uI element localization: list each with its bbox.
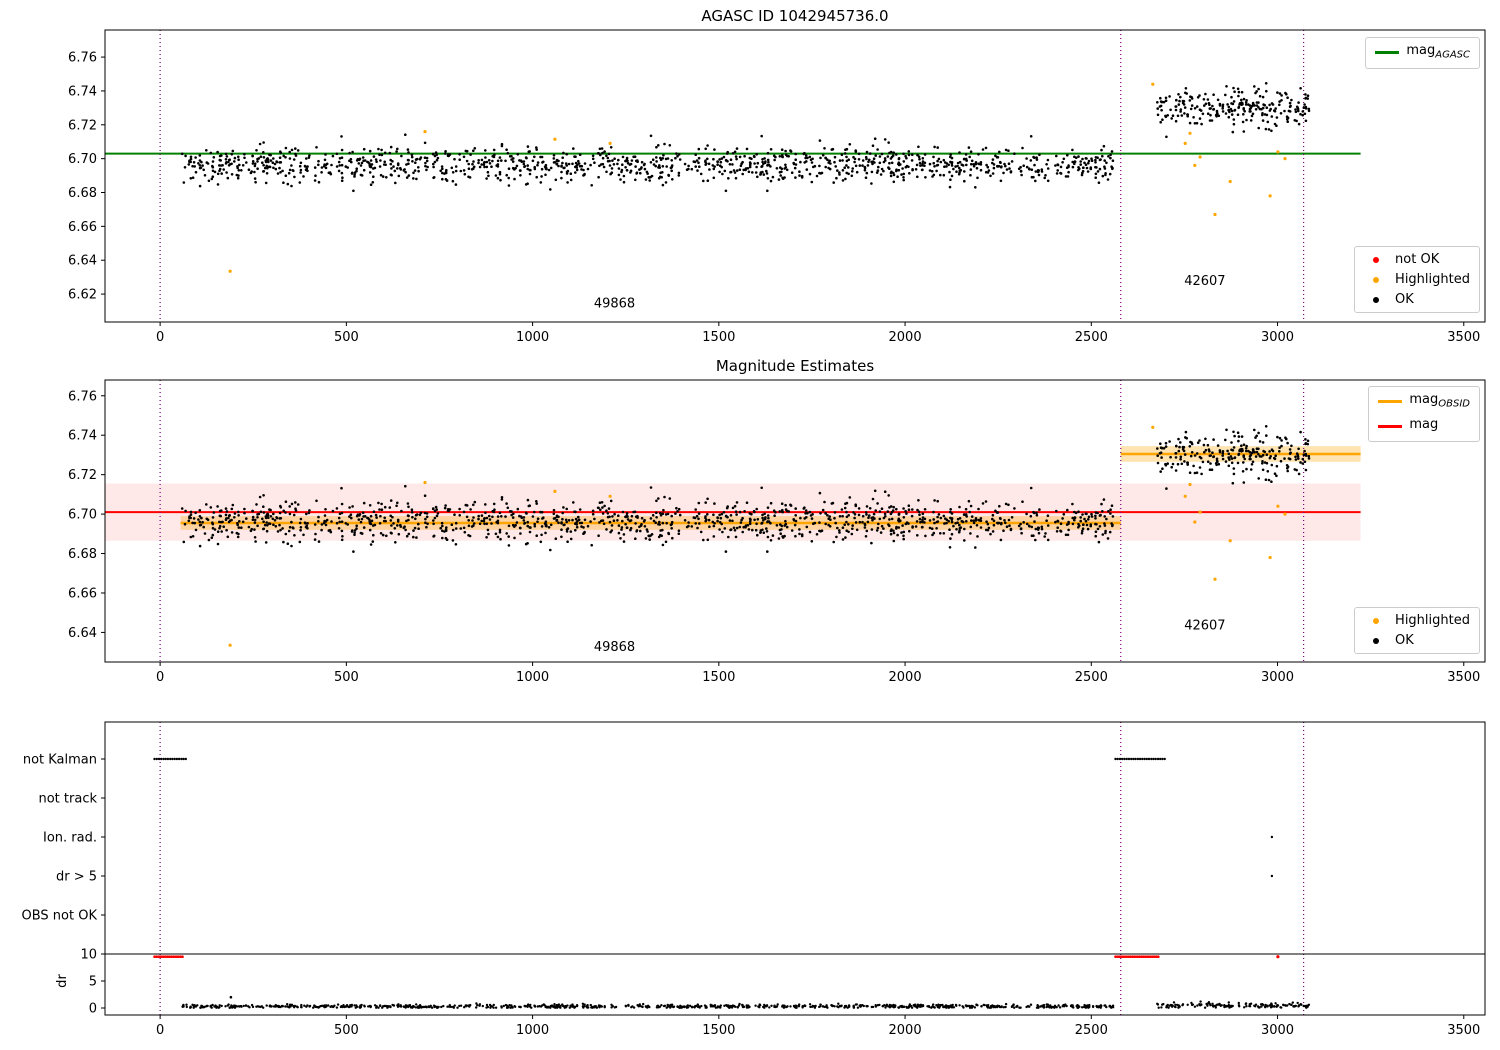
legend-entry-highlighted: Highlighted: [1364, 272, 1470, 287]
plot2-title: Magnitude Estimates: [715, 357, 875, 375]
legend-label-ok: OK: [1395, 292, 1414, 307]
svg-text:3000: 3000: [1261, 1023, 1294, 1038]
svg-text:6.68: 6.68: [68, 547, 97, 562]
svg-text:6.64: 6.64: [68, 254, 97, 269]
svg-text:3500: 3500: [1447, 1023, 1480, 1038]
mag-obsid-line-icon: [1378, 400, 1403, 404]
legend-entry-mag-agasc: magAGASC: [1375, 43, 1470, 63]
svg-text:6.70: 6.70: [68, 152, 97, 167]
ok-dot-icon: [1364, 637, 1388, 644]
svg-text:6.72: 6.72: [68, 468, 97, 483]
plot2-marker-legend: Highlighted OK: [1354, 607, 1480, 654]
svg-text:42607: 42607: [1184, 618, 1225, 633]
svg-text:6.62: 6.62: [68, 288, 97, 303]
svg-text:1500: 1500: [702, 1023, 735, 1038]
svg-text:5: 5: [89, 975, 97, 990]
svg-text:0: 0: [156, 1023, 164, 1038]
svg-text:10: 10: [80, 948, 97, 963]
svg-text:1500: 1500: [702, 330, 735, 345]
svg-text:3500: 3500: [1447, 670, 1480, 685]
svg-text:0: 0: [156, 670, 164, 685]
svg-text:6.76: 6.76: [68, 51, 97, 66]
svg-text:6.74: 6.74: [68, 429, 97, 444]
svg-text:2000: 2000: [889, 1023, 922, 1038]
svg-text:not track: not track: [38, 792, 97, 807]
svg-text:1000: 1000: [516, 670, 549, 685]
svg-text:6.66: 6.66: [68, 220, 97, 235]
svg-text:2000: 2000: [889, 670, 922, 685]
svg-text:Ion. rad.: Ion. rad.: [43, 831, 97, 846]
svg-text:42607: 42607: [1184, 274, 1225, 289]
svg-text:1000: 1000: [516, 330, 549, 345]
svg-text:6.68: 6.68: [68, 186, 97, 201]
svg-text:6.72: 6.72: [68, 118, 97, 133]
svg-text:1500: 1500: [702, 670, 735, 685]
svg-text:2500: 2500: [1075, 670, 1108, 685]
legend-label-not-ok: not OK: [1395, 252, 1440, 267]
svg-text:2500: 2500: [1075, 330, 1108, 345]
highlighted-dot-icon: [1364, 617, 1388, 624]
highlighted-dot-icon: [1364, 276, 1388, 283]
svg-text:500: 500: [334, 330, 359, 345]
svg-text:500: 500: [334, 1023, 359, 1038]
legend-entry-highlighted-2: Highlighted: [1364, 613, 1470, 628]
not-ok-dot-icon: [1364, 256, 1388, 263]
legend-entry-ok-2: OK: [1364, 633, 1470, 648]
svg-text:6.70: 6.70: [68, 508, 97, 523]
ok-dot-icon: [1364, 296, 1388, 303]
svg-text:1000: 1000: [516, 1023, 549, 1038]
mag-line-icon: [1378, 424, 1403, 428]
plot3-axes: 0 500 1000 1500 2000 2500 3000 3500 not Kalman no…: [22, 721, 1486, 1038]
svg-text:not Kalman: not Kalman: [23, 753, 97, 768]
svg-text:3500: 3500: [1447, 330, 1480, 345]
svg-text:3000: 3000: [1261, 330, 1294, 345]
svg-text:2000: 2000: [889, 330, 922, 345]
plot1-title: AGASC ID 1042945736.0: [701, 7, 889, 25]
svg-text:dr > 5: dr > 5: [56, 870, 97, 885]
legend-entry-not-ok: not OK: [1364, 252, 1470, 267]
svg-text:3000: 3000: [1261, 670, 1294, 685]
legend-entry-mag: mag: [1378, 417, 1470, 437]
plot1-marker-legend: not OK Highlighted OK: [1354, 246, 1480, 313]
plot1-axes: 49868 42607 0 500 1000 1500 2000 2500 3000 3500 6.…: [68, 29, 1486, 345]
svg-text:49868: 49868: [594, 297, 635, 312]
plot2-axes: 49868 42607 0 500 1000 1500 2000 2500 3000 3500 6.…: [68, 379, 1486, 685]
svg-text:500: 500: [334, 670, 359, 685]
svg-text:6.66: 6.66: [68, 586, 97, 601]
svg-text:2500: 2500: [1075, 1023, 1108, 1038]
legend-label-mag: mag: [1409, 416, 1439, 432]
svg-text:6.64: 6.64: [68, 626, 97, 641]
mag-agasc-line-icon: [1375, 51, 1400, 55]
legend-label-highlighted: Highlighted: [1395, 272, 1470, 287]
plot2-line-legend: magOBSID mag: [1368, 386, 1480, 443]
svg-text:0: 0: [156, 330, 164, 345]
svg-text:0: 0: [89, 1002, 97, 1017]
legend-label-highlighted-2: Highlighted: [1395, 613, 1470, 628]
legend-label-ok-2: OK: [1395, 633, 1414, 648]
legend-entry-ok: OK: [1364, 292, 1470, 307]
plot1-line-legend: magAGASC: [1365, 37, 1480, 69]
svg-text:6.76: 6.76: [68, 389, 97, 404]
svg-text:6.74: 6.74: [68, 84, 97, 99]
legend-label-mag-agasc: magAGASC: [1406, 43, 1470, 61]
svg-text:dr: dr: [55, 974, 70, 988]
legend-entry-mag-obsid: magOBSID: [1378, 392, 1470, 412]
legend-label-mag-obsid: magOBSID: [1409, 392, 1470, 410]
svg-text:49868: 49868: [594, 640, 635, 655]
svg-text:OBS not OK: OBS not OK: [22, 909, 98, 924]
